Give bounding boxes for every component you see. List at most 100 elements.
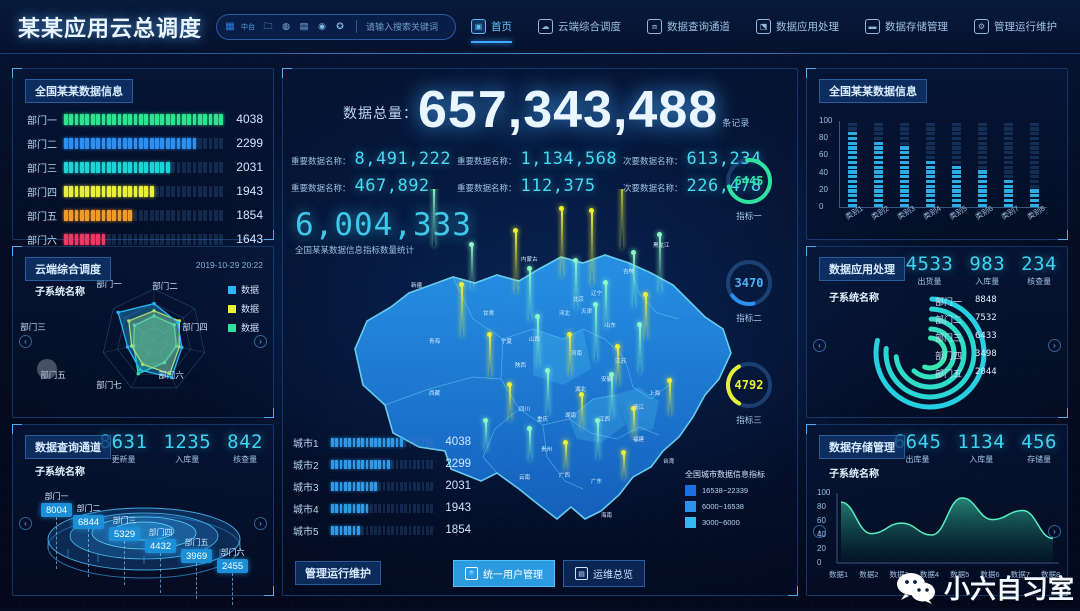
next-arrow-button[interactable]: › bbox=[1048, 525, 1061, 538]
prev-arrow-button[interactable]: ‹ bbox=[19, 335, 32, 348]
bar-segment bbox=[165, 233, 170, 245]
province-label: 福建 bbox=[633, 437, 645, 443]
province-label: 新疆 bbox=[411, 283, 423, 289]
search-bar[interactable]: ▦ 中台 🗀 ◍ ▤ ◉ ✪ 请输入搜索关键词 bbox=[216, 13, 457, 40]
bar-segment bbox=[404, 481, 408, 491]
legend-value: 7532 bbox=[975, 313, 997, 323]
ops-overview-button[interactable]: ▤ 运维总览 bbox=[563, 560, 645, 587]
query-stats: 8631 更新量 1235 入库量 842 核查量 bbox=[100, 431, 263, 465]
query-marker[interactable]: 部门一 8004 bbox=[41, 491, 73, 569]
bar-segment bbox=[331, 481, 334, 491]
bar-segment bbox=[1030, 132, 1039, 136]
folder-icon[interactable]: 🗀 bbox=[263, 20, 273, 31]
panel-national-bar-chart: 全国某某数据信息 0 20 40 60 80 100 类别1 类别2 类别3 类别4 类别5 类别6 类… bbox=[806, 68, 1068, 240]
query-marker[interactable]: 部门三 5329 bbox=[109, 515, 141, 585]
city-label: 城市2 bbox=[293, 460, 319, 472]
bar-segment bbox=[952, 179, 961, 184]
bar-segment bbox=[952, 136, 961, 141]
bar-segment bbox=[874, 179, 883, 184]
bar-segment bbox=[848, 122, 857, 126]
unified-user-management-button[interactable]: ⌾ 统一用户管理 bbox=[453, 560, 555, 587]
city-value: 1854 bbox=[445, 524, 471, 536]
marker-value: 3969 bbox=[181, 549, 213, 563]
substat-value: 226,478 bbox=[686, 176, 762, 196]
city-value: 4038 bbox=[445, 436, 471, 448]
bar-segment bbox=[926, 165, 935, 169]
province-label: 贵州 bbox=[541, 447, 553, 453]
china-map[interactable]: 黑龙江 吉林 辽宁 内蒙古 新疆 青海 西藏 甘肃 宁夏 陕西 山西 河北 北京 天津 山东 河南 江苏 安徽 湖北… bbox=[283, 189, 793, 609]
city-value: 2299 bbox=[445, 458, 471, 470]
nav-item-cloud-dispatch[interactable]: ☁ 云端综合调度 bbox=[525, 0, 634, 54]
department-label: 部门六 bbox=[27, 235, 57, 247]
bar-segment bbox=[85, 185, 90, 197]
query-marker[interactable]: 部门二 6844 bbox=[73, 503, 105, 577]
radar-axis-label: 部门五 bbox=[40, 370, 66, 380]
bar-segment bbox=[952, 156, 961, 160]
y-axis-tick: 0 bbox=[819, 202, 824, 211]
bar-segment bbox=[1030, 122, 1039, 126]
province-label: 上海 bbox=[649, 391, 661, 397]
storage-stats: 6645 出库量 1134 入库量 456 存储量 bbox=[894, 431, 1057, 465]
bar-segment bbox=[365, 459, 369, 469]
bar-segment bbox=[181, 233, 186, 245]
substat-value: 467,892 bbox=[354, 176, 430, 196]
nav-item-ops-maintenance[interactable]: ⚙ 管理运行维护 bbox=[961, 0, 1070, 54]
query-marker[interactable]: 部门五 3969 bbox=[181, 537, 213, 599]
legend-value: 2044 bbox=[975, 367, 997, 377]
y-axis-tick: 80 bbox=[819, 133, 828, 143]
nav-item-data-storage[interactable]: ▬ 数据存储管理 bbox=[852, 0, 961, 54]
panel-title: 全国某某数据信息 bbox=[25, 79, 133, 103]
bar-segment bbox=[926, 156, 935, 160]
panel-cloud-dispatch: 云端综合调度 2019-10-29 20:22 子系统名称 数据 数据 数据 部… bbox=[12, 246, 274, 418]
next-arrow-button[interactable]: › bbox=[1048, 339, 1061, 352]
search-input[interactable]: 请输入搜索关键词 bbox=[366, 22, 439, 32]
bar-segment bbox=[155, 209, 159, 221]
clock-icon[interactable]: ◍ bbox=[282, 21, 290, 31]
department-label: 部门四 bbox=[27, 187, 57, 199]
bar-segment bbox=[176, 137, 181, 149]
prev-arrow-button[interactable]: ‹ bbox=[813, 525, 826, 538]
bar-segment bbox=[339, 503, 343, 513]
bar-segment bbox=[122, 185, 127, 197]
next-arrow-button[interactable]: › bbox=[254, 517, 267, 530]
bar-segment bbox=[874, 203, 883, 207]
bar-segment bbox=[848, 194, 857, 198]
nav-item-data-apps[interactable]: ⬔ 数据应用处理 bbox=[743, 0, 852, 54]
grid-icon[interactable]: ▦ bbox=[225, 21, 235, 32]
bar-segment bbox=[214, 233, 218, 245]
bar-segment bbox=[369, 437, 373, 447]
info-icon[interactable]: ◉ bbox=[318, 21, 326, 31]
query-marker[interactable]: 部门四 4432 bbox=[145, 527, 177, 593]
watermark-text: 小六自习室 bbox=[943, 574, 1074, 604]
bar-segment bbox=[369, 459, 373, 469]
nav-item-home[interactable]: ▣ 首页 bbox=[458, 0, 525, 54]
bar-segment bbox=[160, 185, 165, 197]
prev-arrow-button[interactable]: ‹ bbox=[19, 517, 32, 530]
stat-label: 入库量 bbox=[969, 455, 994, 464]
beam-tip bbox=[507, 382, 513, 387]
bar-segment bbox=[952, 203, 961, 207]
bar-segment bbox=[1030, 194, 1039, 198]
bar-segment bbox=[96, 137, 100, 149]
next-arrow-button[interactable]: › bbox=[254, 335, 267, 348]
bar-segment bbox=[106, 137, 111, 149]
bar-segment bbox=[101, 161, 106, 173]
indicator-value: 6,004,333 bbox=[295, 207, 472, 243]
query-marker[interactable]: 部门六 2455 bbox=[217, 547, 249, 605]
bar-segment bbox=[352, 525, 356, 535]
bar-segment bbox=[117, 233, 122, 245]
panel-title: 数据查询通道 bbox=[25, 435, 111, 459]
window-icon[interactable]: ▤ bbox=[299, 21, 309, 31]
bar-segment bbox=[1030, 203, 1039, 207]
nav-item-data-query[interactable]: ⧈ 数据查询通道 bbox=[634, 0, 743, 54]
bar-segment bbox=[214, 113, 218, 125]
substat-value: 613,234 bbox=[686, 149, 762, 169]
bar-segment bbox=[848, 156, 857, 160]
globe-icon[interactable]: ✪ bbox=[336, 21, 344, 31]
bar-segment bbox=[181, 209, 186, 221]
bar-segment bbox=[74, 113, 79, 125]
marker-value: 6844 bbox=[73, 515, 105, 529]
substat: 重要数据名称： 8,491,222 bbox=[291, 149, 457, 176]
prev-arrow-button[interactable]: ‹ bbox=[813, 339, 826, 352]
map-data-beam bbox=[615, 344, 621, 385]
